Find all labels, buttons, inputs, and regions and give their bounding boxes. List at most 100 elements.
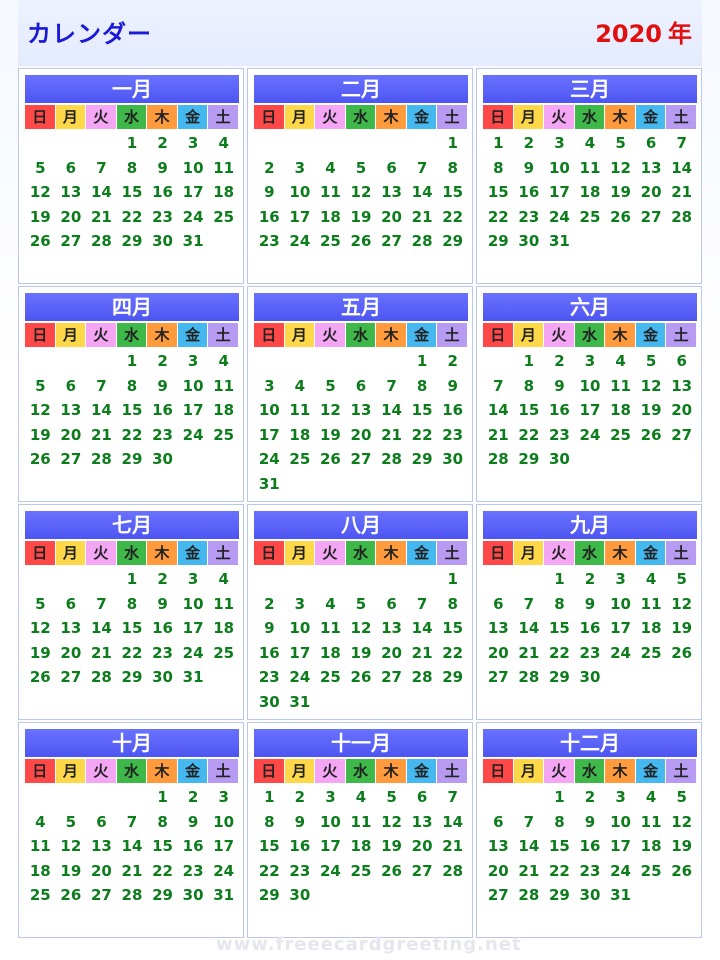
week-row: 1 2 3 4 (25, 349, 239, 374)
day-cell: 8 (126, 594, 138, 613)
day-cell: 23 (152, 207, 173, 226)
day-cell: 1 (554, 788, 565, 806)
day-cell: 16 (152, 619, 173, 637)
day-cell: 12 (671, 594, 693, 613)
day-cell: 31 (610, 886, 631, 904)
weekday-cell: 金 (177, 759, 209, 783)
weekday-cell: 火 (544, 323, 575, 347)
month-title: 五月 (254, 293, 468, 321)
day-cell: 18 (213, 183, 235, 201)
day-cell: 1 (157, 788, 168, 806)
day-cell: 10 (579, 376, 601, 395)
day-cell: 28 (518, 886, 540, 904)
day-cell: 13 (60, 619, 82, 637)
day-cell: 5 (355, 158, 367, 177)
weekday-cell: 月 (513, 105, 545, 129)
day-cell: 20 (487, 643, 509, 662)
week-row: 23 24 25 26 27 28 29 (254, 229, 468, 254)
day-cell: 13 (671, 376, 693, 395)
day-cell: 31 (182, 232, 204, 250)
day-cell: 23 (442, 425, 464, 444)
week-row: 26 27 28 29 30 (25, 447, 239, 472)
day-cell: 11 (213, 158, 235, 177)
day-cell: 30 (518, 232, 540, 250)
day-cell (407, 690, 438, 715)
day-cell: 2 (264, 158, 275, 177)
week-row: 12 13 14 15 16 17 18 (25, 398, 239, 423)
day-cell: 15 (121, 401, 143, 419)
day-cell (285, 472, 316, 497)
weekday-cell: 水 (345, 541, 377, 565)
day-cell: 16 (442, 401, 464, 419)
day-cell: 21 (90, 425, 112, 444)
day-cell: 3 (294, 594, 306, 613)
day-cell: 9 (157, 158, 168, 177)
day-cell: 4 (218, 570, 229, 588)
day-cell: 27 (60, 450, 82, 468)
day-cell (483, 567, 514, 592)
weekday-cell: 木 (376, 105, 407, 129)
day-cell (25, 349, 56, 374)
weekday-cell: 土 (666, 105, 697, 129)
day-cell: 18 (289, 425, 311, 444)
day-cell: 27 (381, 668, 402, 686)
day-cell: 2 (157, 134, 168, 152)
week-row: 19 20 21 22 23 24 25 (25, 205, 239, 230)
weekday-cell: 月 (284, 323, 316, 347)
day-cell (407, 472, 438, 497)
day-cell: 13 (60, 401, 82, 419)
day-cell: 2 (584, 788, 596, 806)
day-cell (605, 229, 636, 254)
day-cell: 19 (350, 207, 372, 226)
day-cell: 18 (319, 207, 341, 226)
day-cell (178, 447, 209, 472)
day-cell (346, 690, 377, 715)
month-panel: 二月日月火水木金土 1 2 3 4 5 6 7 8 9 10 11 12 13 14 15 16 17 18 19 20… (247, 68, 473, 284)
day-cell: 10 (182, 158, 204, 177)
month-title: 四月 (25, 293, 239, 321)
week-row: 27 28 29 30 31 (483, 883, 697, 908)
weekday-cell: 木 (605, 541, 636, 565)
day-cell: 10 (289, 183, 311, 201)
weekday-header-row: 日月火水木金土 (483, 759, 697, 783)
day-cell: 5 (65, 812, 77, 831)
day-cell: 28 (381, 450, 402, 468)
day-cell: 26 (29, 232, 51, 250)
month-title: 六月 (483, 293, 697, 321)
months-grid: 一月日月火水木金土 1 2 3 4 5 6 7 8 9 10 11 12 13 14 15 16 17 18 19 20… (18, 68, 702, 940)
day-cell: 4 (218, 134, 229, 152)
day-cell: 3 (264, 376, 275, 395)
day-cell: 8 (493, 158, 504, 177)
day-cell: 20 (381, 643, 402, 662)
day-cell: 24 (182, 425, 204, 444)
day-cell (25, 131, 56, 156)
weekday-cell: 日 (483, 105, 514, 129)
month-title: 一月 (25, 75, 239, 103)
day-cell: 23 (182, 861, 204, 880)
day-cell: 24 (182, 207, 204, 226)
day-cell: 23 (548, 425, 570, 444)
day-cell: 29 (548, 886, 570, 904)
month-panel: 三月日月火水木金土 1 2 3 4 5 6 7 8 9 10 11 12 13 14 15 16 17 18 19 20… (476, 68, 702, 284)
day-cell (437, 690, 468, 715)
day-cell: 15 (121, 183, 143, 201)
day-cell: 19 (29, 425, 51, 444)
day-cell: 30 (579, 668, 601, 686)
day-cell: 13 (487, 837, 509, 855)
day-cell: 9 (447, 376, 458, 395)
weekday-cell: 火 (544, 105, 575, 129)
days-grid: 1 2 3 4 5 6 7 8 9 10 11 12 13 14 15 16 17 18 19 20 21 22 23 24 2… (25, 785, 239, 908)
day-cell: 17 (610, 837, 631, 855)
day-cell: 9 (523, 158, 535, 177)
day-cell (346, 131, 377, 156)
day-cell: 25 (29, 886, 51, 904)
year-suffix: 年 (668, 20, 692, 48)
month-title: 三月 (483, 75, 697, 103)
day-cell: 5 (35, 158, 46, 177)
day-cell: 27 (640, 207, 662, 226)
day-cell: 25 (213, 643, 235, 662)
day-cell: 22 (442, 643, 464, 662)
day-cell (254, 131, 285, 156)
watermark: www.freeecardgreeting.net (216, 934, 522, 955)
day-cell: 13 (381, 619, 402, 637)
